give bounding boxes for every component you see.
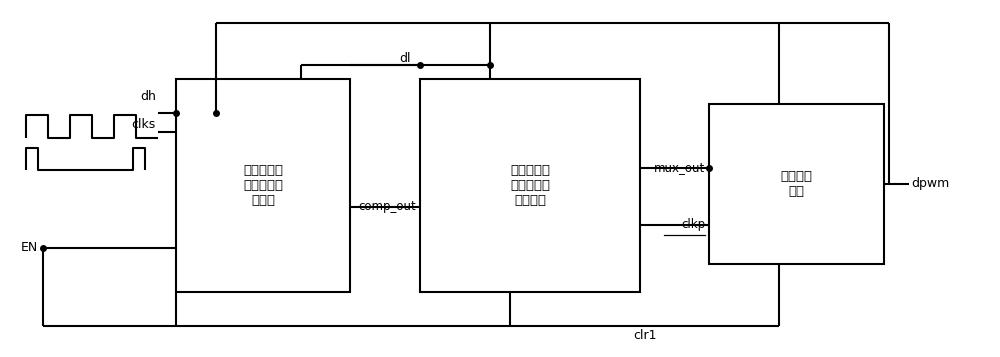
Text: clr1: clr1 [633,329,656,342]
Text: 具有两个工
作状态的粗
调模块: 具有两个工 作状态的粗 调模块 [243,164,283,207]
Text: dh: dh [140,90,156,103]
Text: mux_out: mux_out [654,161,705,174]
Bar [709,104,884,263]
Text: 具有延迟链
优化功能的
细调模块: 具有延迟链 优化功能的 细调模块 [510,164,550,207]
Bar [420,79,640,292]
Text: clks: clks [132,118,156,131]
Text: clkp: clkp [681,218,705,231]
Text: comp_out: comp_out [358,200,416,213]
Text: 数字逻辑
模块: 数字逻辑 模块 [781,170,813,198]
Text: dpwm: dpwm [911,177,949,190]
Text: EN: EN [21,241,38,254]
Text: dl: dl [399,52,410,65]
Bar [176,79,350,292]
